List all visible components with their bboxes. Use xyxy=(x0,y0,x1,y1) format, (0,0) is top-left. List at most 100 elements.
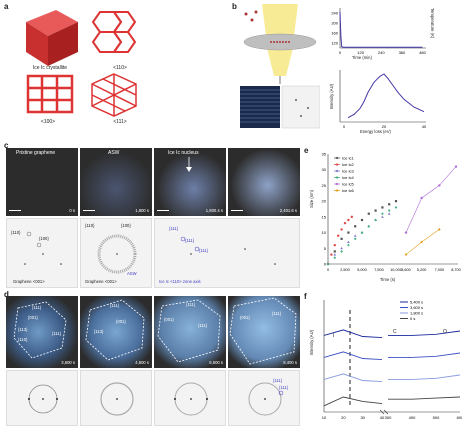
c-d1-label-100: {100} xyxy=(39,236,49,241)
f-xtick-label: 20 xyxy=(341,415,346,420)
e-data-point xyxy=(381,215,384,218)
e-data-point xyxy=(333,243,336,247)
d-diffraction-1 xyxy=(6,370,78,426)
lattice-100 xyxy=(26,74,74,114)
c-em-image-2: ASW 1,800 s xyxy=(80,148,152,216)
f-peak-c: C xyxy=(393,329,397,335)
eels-xtick-label: 40 xyxy=(422,124,427,129)
f-peak-i: I xyxy=(333,333,335,339)
temp-xtick-label: 0 xyxy=(339,50,342,55)
e-xtick-label: 7,000 xyxy=(435,268,445,272)
e-ytick-label: 15 xyxy=(322,214,327,219)
e-data-point xyxy=(333,253,337,256)
temp-xlabel: Time (min) xyxy=(352,55,372,60)
e-data-point xyxy=(374,218,377,222)
f-series-line xyxy=(323,329,461,339)
e-legend-entry: Ice Ic5 xyxy=(342,182,355,187)
e-ytick-label: 20 xyxy=(322,199,327,204)
e-xtick-label: 7,500 xyxy=(374,268,384,272)
nucleus-arrow-icon xyxy=(186,157,192,172)
c-diffraction-1: {110} {100} Graphene <001> xyxy=(6,218,78,288)
d4-diff-label-a: {111} xyxy=(273,378,283,383)
scale-bar xyxy=(83,209,95,211)
d-diffraction-2 xyxy=(80,370,152,426)
diffraction-ring xyxy=(248,382,284,416)
d-em-image-3: {111} {001} {111} 6,600 s xyxy=(154,296,226,368)
f-xtick-label: 30 xyxy=(360,415,365,420)
e-data-point xyxy=(340,246,343,250)
crystal-outline xyxy=(229,297,297,365)
e-data-point xyxy=(381,206,384,209)
e-xtick-label: 5,000 xyxy=(357,268,367,272)
e-data-point xyxy=(343,221,347,225)
e-legend-entry: Ice Ic6 xyxy=(342,188,355,193)
f-xtick-label: 300 xyxy=(385,415,392,420)
e-ytick-label: 25 xyxy=(322,183,327,188)
f-legend-entry: 0 s xyxy=(410,316,415,321)
d3-facet-001: {001} xyxy=(164,317,174,322)
e-xtick-label: 10,000 xyxy=(390,268,402,272)
d1-facet-110: {110} xyxy=(18,337,28,342)
e-xtick-label: 3,600 xyxy=(401,268,411,272)
e-legend-entry: Ice Ic1 xyxy=(342,156,355,161)
e-data-point xyxy=(387,209,391,212)
panel-e-label: e xyxy=(304,146,309,155)
e-data-point xyxy=(374,209,377,212)
diffraction-ring xyxy=(28,384,58,414)
e-xtick-label: 2,500 xyxy=(340,268,350,272)
scale-bar xyxy=(231,209,243,211)
d-time-4: 8,400 s xyxy=(283,359,297,365)
e-data-point xyxy=(420,240,423,244)
c-d1-caption: Graphene <001> xyxy=(13,278,45,284)
temp-ylabel: Temperature (K) xyxy=(430,8,436,39)
c-time-2: 1,800 s xyxy=(135,207,149,213)
f-peak-o: O xyxy=(443,329,447,335)
e-data-point xyxy=(367,224,371,228)
e-xtick-label: 0 xyxy=(327,268,329,272)
temp-ytick-label: 200 xyxy=(331,21,338,26)
d1-facet-113: {113} xyxy=(18,327,28,332)
e-data-point xyxy=(420,196,423,200)
crystal-outline xyxy=(85,299,145,361)
d1-facet-111-top: {111} xyxy=(32,305,42,310)
e-data-point xyxy=(333,250,336,253)
e-ytick-label: 5 xyxy=(324,246,327,251)
crystal-outline xyxy=(157,299,221,363)
caption-111: <111> xyxy=(113,119,127,125)
e-data-point xyxy=(438,228,441,231)
caption-crystallite: Ice Ic crystallite xyxy=(32,65,68,71)
e-data-point xyxy=(347,231,350,234)
e-data-point xyxy=(381,212,384,216)
d4-facet-001: {001} xyxy=(240,315,250,320)
f-xtick-label: 600 xyxy=(457,415,462,420)
e-data-point xyxy=(388,203,391,206)
c-em-image-3: Ice Ic nucleus 1,800.4 s xyxy=(154,148,226,216)
e-data-point xyxy=(387,212,391,215)
e-data-point xyxy=(360,231,364,234)
e-ytick-label: 30 xyxy=(322,167,327,172)
d3-facet-111-right: {111} xyxy=(198,323,208,328)
e-data-point xyxy=(394,200,398,203)
f-ylabel: Intensity (AU) xyxy=(309,330,314,356)
e-xlabel: Time (s) xyxy=(380,277,396,282)
f-legend-entry: 1,800 s xyxy=(410,311,423,316)
panel-d-label: d xyxy=(4,290,9,299)
e-data-point xyxy=(347,218,350,222)
e-data-point xyxy=(353,234,357,237)
diffraction-ring xyxy=(100,382,134,416)
e-legend-entry: Ice Ic2 xyxy=(342,162,355,167)
c-d3-caption: Ice Ic <110> zone axis xyxy=(159,278,201,284)
diffraction-spots xyxy=(24,231,62,265)
eels-ylabel: Intensity (AU) xyxy=(329,84,334,110)
eels-xtick-label: 0 xyxy=(343,124,346,129)
eels-chart: 0 20 40 xyxy=(339,70,427,129)
f-legend-entry: 5,400 s xyxy=(410,300,423,305)
diffraction-ring xyxy=(174,382,208,416)
c-d2-label-100: {100} xyxy=(121,223,131,228)
e-xtick-label: 5,200 xyxy=(417,268,427,272)
e-data-point xyxy=(330,253,333,256)
e-data-point xyxy=(333,256,337,260)
d2-facet-111: {111} xyxy=(110,303,120,308)
